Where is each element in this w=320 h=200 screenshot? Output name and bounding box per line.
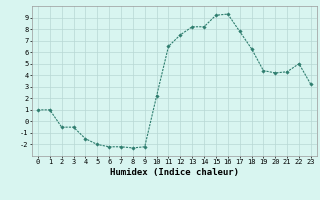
X-axis label: Humidex (Indice chaleur): Humidex (Indice chaleur): [110, 168, 239, 177]
